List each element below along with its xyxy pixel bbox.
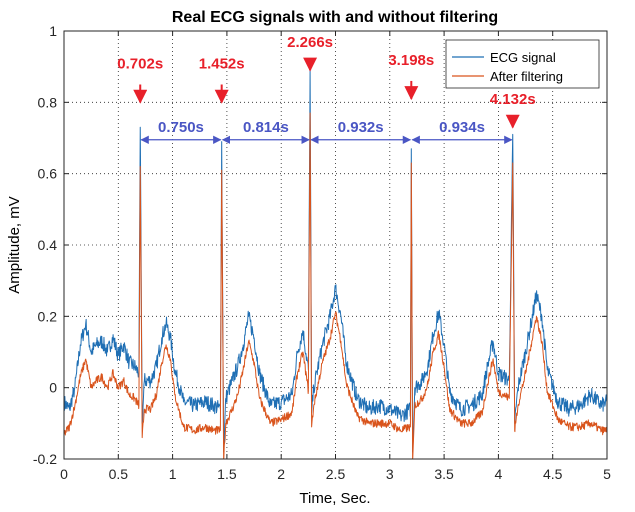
x-tick-label: 1 — [169, 466, 177, 482]
legend: ECG signal After filtering — [445, 39, 600, 89]
peak-time-label: 0.702s — [117, 55, 163, 72]
chart-title: Real ECG signals with and without filter… — [172, 9, 498, 26]
y-tick-label: 0.4 — [38, 237, 58, 253]
x-tick-label: 4 — [495, 466, 503, 482]
peak-time-label: 1.452s — [199, 55, 245, 72]
y-tick-label: 0.6 — [38, 166, 58, 182]
y-axis-label: Amplitude, mV — [6, 196, 23, 294]
series-line-raw — [63, 69, 608, 453]
legend-label-filtered: After filtering — [490, 69, 563, 84]
y-tick-label: 1 — [49, 23, 57, 39]
interval-label: 0.814s — [243, 119, 289, 136]
interval-label: 0.932s — [338, 119, 384, 136]
interval-label: 0.934s — [439, 119, 485, 136]
series-line-filtered — [63, 112, 608, 460]
legend-label-raw: ECG signal — [490, 50, 556, 65]
x-tick-label: 4.5 — [543, 466, 563, 482]
y-tick-label: 0 — [49, 380, 57, 396]
x-axis-label: Time, Sec. — [299, 490, 370, 507]
x-tick-label: 3 — [386, 466, 394, 482]
interval-label: 0.750s — [158, 119, 204, 136]
axis-ticks: 0 0.5 1 1.5 2 2.5 3 3.5 4 4.5 5-0.200.20.40.60.81 — [33, 23, 611, 482]
annotations: 0.702s 1.452s 2.266s 3.198s 4.132s 0.750s 0.81… — [117, 34, 536, 144]
y-tick-label: -0.2 — [33, 451, 57, 467]
x-tick-label: 1.5 — [217, 466, 237, 482]
peak-time-label: 3.198s — [388, 52, 434, 69]
x-tick-label: 0.5 — [109, 466, 129, 482]
peak-time-label: 2.266s — [287, 34, 333, 51]
y-tick-label: 0.2 — [38, 308, 58, 324]
legend-box — [445, 39, 600, 89]
series-lines — [63, 69, 608, 460]
x-tick-label: 5 — [603, 466, 611, 482]
x-tick-label: 2.5 — [326, 466, 346, 482]
x-tick-label: 0 — [60, 466, 68, 482]
y-tick-label: 0.8 — [38, 94, 58, 110]
x-tick-label: 2 — [277, 466, 285, 482]
x-tick-label: 3.5 — [434, 466, 454, 482]
peak-time-label: 4.132s — [490, 91, 536, 108]
